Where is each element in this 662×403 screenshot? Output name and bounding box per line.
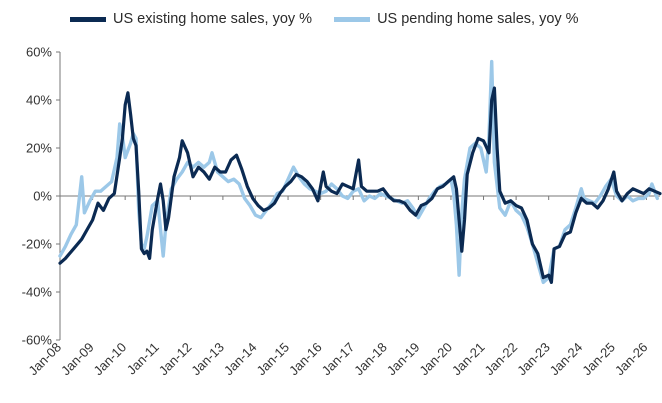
- legend-label-existing: US existing home sales, yoy %: [113, 11, 313, 27]
- y-tick-label: -60%: [22, 333, 53, 348]
- legend-item-existing: US existing home sales, yoy %: [70, 11, 312, 27]
- x-tick-label: Jan-18: [351, 340, 390, 379]
- legend-swatch-pending: [334, 16, 371, 22]
- y-axis: 60% 40% 20% 0% -20% -40% -60%: [22, 45, 61, 348]
- x-tick-label: Jan-25: [579, 340, 618, 379]
- series-line-existing-home-sales: [58, 86, 662, 284]
- x-tick-label: Jan-13: [188, 340, 227, 379]
- x-tick-label: Jan-20: [416, 340, 455, 379]
- x-tick-label: Jan-24: [547, 340, 586, 379]
- x-tick-label: Jan-17: [319, 340, 358, 379]
- y-tick-label: 20%: [26, 141, 52, 156]
- y-tick-label: -20%: [22, 237, 53, 252]
- x-tick-label: Jan-26: [612, 340, 651, 379]
- x-tick-label: Jan-12: [156, 340, 195, 379]
- x-tick-label: Jan-10: [91, 340, 130, 379]
- x-tick-label: Jan-23: [514, 340, 553, 379]
- x-tick-label: Jan-09: [58, 340, 97, 379]
- y-tick-label: 60%: [26, 45, 52, 60]
- x-tick-label: Jan-15: [253, 340, 292, 379]
- legend-swatch-existing: [70, 16, 106, 22]
- legend-label-pending: US pending home sales, yoy %: [377, 11, 579, 27]
- x-tick-label: Jan-16: [286, 340, 325, 379]
- y-tick-label: -40%: [22, 285, 53, 300]
- x-tick-label: Jan-19: [384, 340, 423, 379]
- y-tick-label: 40%: [26, 93, 52, 108]
- x-tick-label: Jan-21: [449, 340, 488, 379]
- x-axis: Jan-08Jan-09Jan-10Jan-11Jan-12Jan-13Jan-…: [25, 195, 660, 379]
- x-tick-label: Jan-11: [124, 340, 162, 378]
- x-tick-label: Jan-22: [482, 340, 521, 379]
- x-tick-label: Jan-14: [221, 340, 260, 379]
- legend-item-pending: US pending home sales, yoy %: [334, 11, 579, 27]
- y-tick-label: 0%: [33, 189, 52, 204]
- series-layer: [58, 59, 662, 285]
- legend: US existing home sales, yoy % US pending…: [70, 6, 601, 32]
